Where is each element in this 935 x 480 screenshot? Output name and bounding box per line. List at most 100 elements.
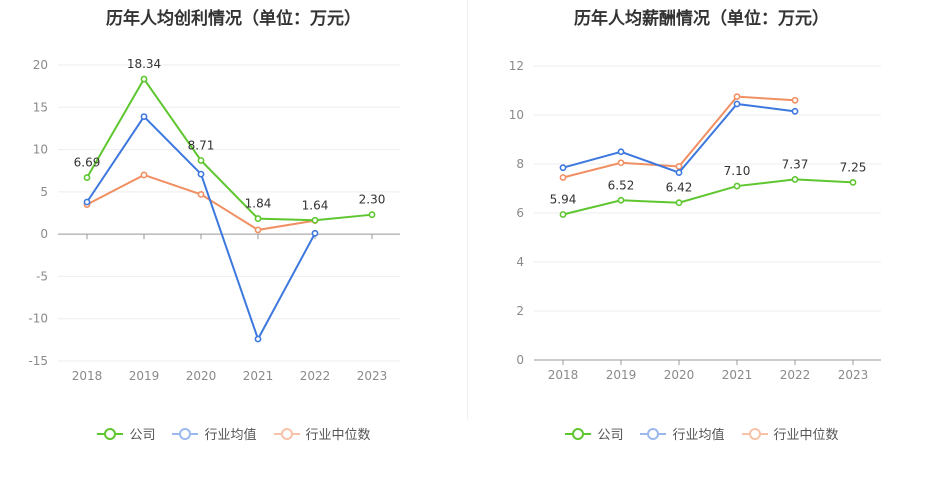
legend-item-company[interactable]: 公司	[564, 424, 623, 443]
series-line	[562, 178, 854, 216]
legend-item-industry-mean[interactable]: 行业均值	[171, 424, 257, 443]
data-label: 7.37	[782, 157, 809, 171]
series-line	[562, 102, 796, 174]
y-tick-label: 12	[509, 59, 524, 73]
data-point	[140, 171, 148, 179]
y-tick-label: 0	[40, 227, 48, 241]
chart-legend: 公司 行业均值 行业中位数	[0, 424, 467, 443]
y-tick-label: 2	[516, 304, 524, 318]
y-tick-label: 20	[33, 58, 48, 72]
y-tick-label: 6	[516, 206, 524, 220]
x-tick-label: 2019	[129, 369, 160, 383]
legend-marker-icon	[640, 427, 667, 440]
y-tick-label: 4	[516, 255, 524, 269]
legend-label: 行业中位数	[305, 428, 371, 443]
data-point	[675, 199, 683, 207]
data-point	[311, 229, 319, 237]
legend-label: 公司	[129, 428, 156, 443]
data-point	[675, 169, 683, 176]
data-point	[140, 75, 148, 83]
chart-title: 历年人均薪酬情况（单位：万元）	[574, 9, 829, 29]
data-point	[197, 157, 205, 164]
profit-chart-panel: 历年人均创利情况（单位：万元） 20 15 10 5 0 -5 -10 -15 2018 2019…	[0, 0, 467, 480]
data-point	[559, 164, 567, 172]
data-point	[254, 226, 262, 234]
data-point	[733, 93, 741, 101]
y-tick-label: 8	[516, 157, 524, 171]
x-tick-label: 2021	[243, 369, 274, 383]
data-point	[368, 211, 376, 219]
data-label: 7.10	[724, 164, 751, 178]
data-label: 18.34	[127, 57, 161, 71]
data-point	[617, 196, 625, 204]
data-point	[791, 107, 799, 115]
data-point	[197, 190, 205, 198]
data-label: 6.42	[666, 181, 693, 195]
x-tick-label: 2021	[722, 368, 753, 382]
data-point	[311, 216, 319, 224]
x-tick-label: 2023	[357, 369, 388, 383]
x-tick-label: 2022	[780, 368, 811, 382]
legend-label: 行业中位数	[773, 428, 839, 443]
legend-item-industry-mean[interactable]: 行业均值	[639, 424, 725, 443]
data-point	[83, 174, 91, 181]
x-tick-label: 2023	[838, 368, 869, 382]
y-tick-label: 5	[40, 185, 48, 199]
legend-marker-icon	[172, 427, 199, 440]
data-label: 5.94	[550, 192, 577, 206]
data-point	[849, 178, 857, 186]
data-point	[254, 215, 262, 222]
y-tick-label: -5	[36, 269, 48, 283]
data-point	[83, 198, 91, 206]
legend-marker-icon	[741, 427, 768, 440]
y-tick-label: -10	[28, 312, 48, 326]
data-point	[791, 96, 799, 104]
data-point	[791, 176, 799, 183]
data-point	[140, 113, 148, 120]
x-tick-label: 2020	[664, 368, 695, 382]
profit-chart: 20 15 10 5 0 -5 -10 -15 2018 2019 2020 2021 2022 2023…	[28, 57, 400, 383]
data-label: 6.69	[74, 156, 101, 170]
y-tick-label: -15	[28, 354, 48, 368]
legend-marker-icon	[565, 427, 592, 440]
y-tick-label: 10	[33, 143, 48, 157]
legend-label: 行业均值	[672, 428, 725, 443]
salary-chart-panel: 历年人均薪酬情况（单位：万元） 12 10 8 6 4 2 0 2018 2019 2020 202…	[468, 0, 935, 480]
panel-divider	[467, 0, 468, 420]
chart-legend: 公司 行业均值 行业中位数	[468, 424, 935, 443]
legend-item-industry-median[interactable]: 行业中位数	[741, 424, 839, 443]
data-point	[733, 100, 741, 108]
data-point	[617, 159, 625, 167]
x-tick-label: 2020	[186, 369, 217, 383]
y-tick-label: 0	[516, 353, 524, 367]
legend-label: 公司	[597, 428, 624, 443]
data-label: 1.84	[245, 197, 272, 211]
data-point	[559, 174, 567, 181]
data-point	[675, 163, 683, 170]
x-tick-label: 2018	[72, 369, 103, 383]
series-line	[86, 77, 373, 222]
salary-chart: 12 10 8 6 4 2 0 2018 2019 2020 2021 2022 2023 5.94 6.5…	[509, 59, 881, 382]
data-label: 8.71	[188, 138, 215, 152]
data-label: 6.52	[608, 178, 635, 192]
legend-marker-icon	[97, 427, 124, 440]
series-line	[86, 173, 316, 231]
data-point	[254, 335, 262, 343]
data-label: 1.64	[302, 198, 329, 212]
data-point	[197, 170, 205, 178]
data-point	[559, 211, 567, 218]
data-label: 7.25	[840, 160, 867, 174]
x-tick-label: 2019	[606, 368, 637, 382]
legend-item-company[interactable]: 公司	[96, 424, 155, 443]
x-tick-label: 2022	[300, 369, 331, 383]
x-tick-label: 2018	[548, 368, 579, 382]
legend-marker-icon	[273, 427, 300, 440]
data-point	[617, 148, 625, 156]
y-tick-label: 15	[33, 100, 48, 114]
data-label: 2.30	[359, 193, 386, 207]
data-point	[733, 182, 741, 190]
legend-item-industry-median[interactable]: 行业中位数	[273, 424, 371, 443]
legend-label: 行业均值	[204, 428, 257, 443]
chart-title: 历年人均创利情况（单位：万元）	[106, 9, 361, 29]
y-tick-label: 10	[509, 108, 524, 122]
